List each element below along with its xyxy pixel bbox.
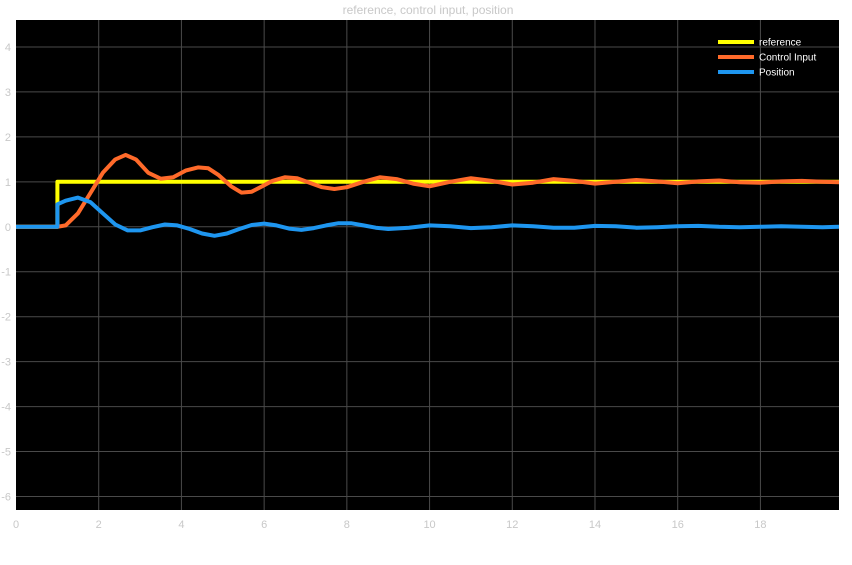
position-line — [16, 195, 840, 238]
x-tick-label: 18 — [754, 519, 766, 531]
chart-title: reference, control input, position — [343, 3, 514, 17]
control-input-line — [16, 152, 840, 229]
y-tick-label: 2 — [5, 132, 11, 144]
legend: reference Control Input Position — [718, 38, 816, 79]
y-tick-label: 1 — [5, 177, 11, 189]
x-tick-label: 12 — [506, 519, 518, 531]
y-tick-label: 4 — [5, 42, 11, 54]
legend-label-reference: reference — [759, 38, 802, 49]
series-lines — [16, 152, 840, 238]
x-tick-label: 4 — [178, 519, 184, 531]
legend-label-control-input: Control Input — [759, 53, 816, 64]
y-tick-label: 3 — [5, 87, 11, 99]
y-tick-label: 0 — [5, 222, 11, 234]
y-tick-label: -2 — [1, 312, 11, 324]
x-tick-labels: 0 2 4 6 8 10 12 14 16 18 — [13, 519, 767, 531]
x-tick-label: 8 — [344, 519, 350, 531]
y-tick-label: -6 — [1, 492, 11, 504]
x-tick-label: 10 — [423, 519, 435, 531]
x-tick-label: 14 — [589, 519, 601, 531]
x-tick-label: 16 — [672, 519, 684, 531]
y-tick-label: -3 — [1, 357, 11, 369]
x-tick-label: 0 — [13, 519, 19, 531]
y-tick-label: -5 — [1, 447, 11, 459]
x-tick-label: 6 — [261, 519, 267, 531]
legend-label-position: Position — [759, 68, 795, 79]
y-tick-labels: 4 3 2 1 0 -1 -2 -3 -4 -5 -6 — [1, 42, 11, 504]
plot-area — [16, 20, 839, 510]
y-tick-label: -1 — [1, 267, 11, 279]
x-tick-label: 2 — [96, 519, 102, 531]
y-tick-label: -4 — [1, 402, 11, 414]
